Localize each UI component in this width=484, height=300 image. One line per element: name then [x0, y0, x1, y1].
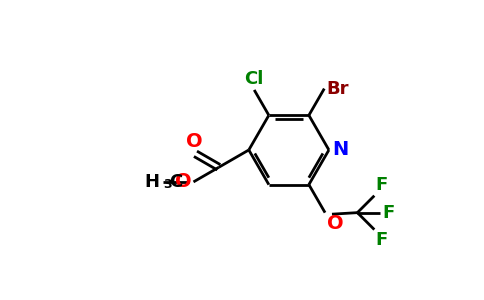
- Text: C: C: [169, 173, 183, 191]
- Text: O: O: [175, 172, 191, 191]
- Text: O: O: [186, 132, 202, 151]
- Text: 3: 3: [164, 178, 172, 191]
- Text: O: O: [327, 214, 343, 233]
- Text: F: F: [382, 204, 394, 222]
- Text: N: N: [333, 140, 349, 160]
- Text: F: F: [376, 231, 388, 249]
- Text: H: H: [145, 173, 160, 191]
- Text: Cl: Cl: [244, 70, 264, 88]
- Text: F: F: [376, 176, 388, 194]
- Text: Br: Br: [327, 80, 349, 98]
